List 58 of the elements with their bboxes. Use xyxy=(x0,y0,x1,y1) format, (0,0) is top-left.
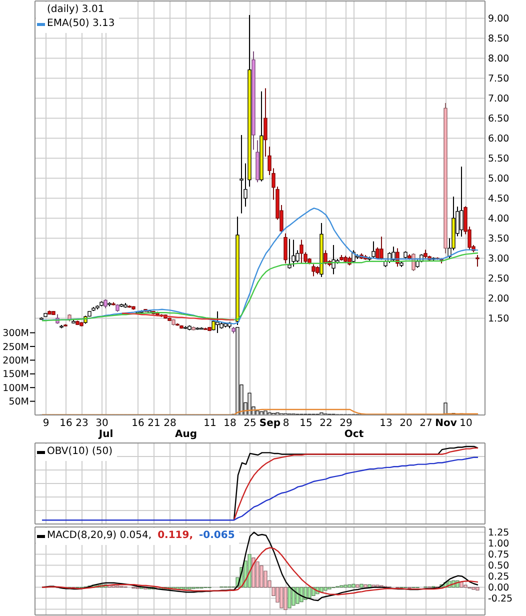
x-tick-label: 22 xyxy=(320,418,332,429)
y-tick-label: 7.50 xyxy=(488,74,510,85)
y-tick-label: 3.50 xyxy=(488,234,510,245)
x-tick-label: 20 xyxy=(400,418,412,429)
x-tick-label: 8 xyxy=(282,418,290,429)
y-tick-label: 7.00 xyxy=(488,94,510,105)
y-tick-label: -0.25 xyxy=(488,594,513,605)
y-tick-label: 6.50 xyxy=(488,114,510,125)
x-tick-label: 23 xyxy=(76,418,88,429)
y-tick-label: 2.50 xyxy=(488,274,510,285)
x-tick-label: 9 xyxy=(42,418,50,429)
x-tick-label: 29 xyxy=(340,418,352,429)
annotation: -0.065 xyxy=(199,529,235,543)
x-tick-label: 16 xyxy=(132,418,144,429)
x-tick-label: 27 xyxy=(420,418,432,429)
y-tick-label: 9.00 xyxy=(488,14,510,25)
text: 0.119, xyxy=(158,529,194,543)
x-tick-label: 10 xyxy=(460,418,472,429)
y-tick-label: 4.00 xyxy=(488,214,510,225)
y2-tick-label: 300M xyxy=(2,328,29,340)
y-tick-label: 3.00 xyxy=(488,254,510,265)
y2-tick-label: 100M xyxy=(2,382,29,394)
y-tick-label: 1.50 xyxy=(488,314,510,325)
y-tick-label: 1.00 xyxy=(488,538,510,550)
y-tick-label: 0.50 xyxy=(488,560,510,572)
x-tick-label: 30 xyxy=(96,418,108,429)
y-tick-label: 0.75 xyxy=(488,550,510,561)
x-tick-label: 13 xyxy=(380,418,392,429)
x-tick-label: Sep xyxy=(259,418,281,429)
y-tick-label: 1.25 xyxy=(488,528,510,539)
y-tick-label: 0.00 xyxy=(488,582,510,594)
y-tick-label: 8.00 xyxy=(488,54,510,65)
y2-tick-label: 250M xyxy=(2,342,29,353)
x-tick-label: Jul xyxy=(98,429,114,440)
y-tick-label: 0.25 xyxy=(488,572,510,583)
x-tick-label: Nov xyxy=(435,418,458,429)
x-tick-label: 18 xyxy=(224,418,236,429)
x-tick-label: 21 xyxy=(148,418,160,429)
y-tick-label: 6.00 xyxy=(488,134,510,145)
legend-label: OBV(10) (50) xyxy=(47,445,112,459)
x-tick-label: 16 xyxy=(60,418,72,429)
y-tick-label: 4.50 xyxy=(488,194,510,205)
legend-label: MACD(8,20,9) 0.054, xyxy=(47,529,152,543)
x-tick-label: Aug xyxy=(174,429,198,440)
y-tick-label: 8.50 xyxy=(488,34,510,45)
legend-label: EMA(50) 3.13 xyxy=(47,17,115,31)
x-tick-label: 11 xyxy=(204,418,216,429)
y2-tick-label: 50M xyxy=(8,396,29,408)
x-tick-label: 25 xyxy=(244,418,256,429)
y2-tick-label: 150M xyxy=(2,369,29,380)
x-tick-label: 28 xyxy=(164,418,176,429)
y-tick-label: 2.00 xyxy=(488,294,510,305)
x-tick-label: 15 xyxy=(300,418,312,429)
y-tick-label: 5.00 xyxy=(488,174,510,185)
text: (daily) 3.01 xyxy=(47,3,104,17)
x-tick-label: Oct xyxy=(344,429,364,440)
y-tick-label: 5.50 xyxy=(488,154,510,165)
y2-tick-label: 200M xyxy=(2,356,29,367)
